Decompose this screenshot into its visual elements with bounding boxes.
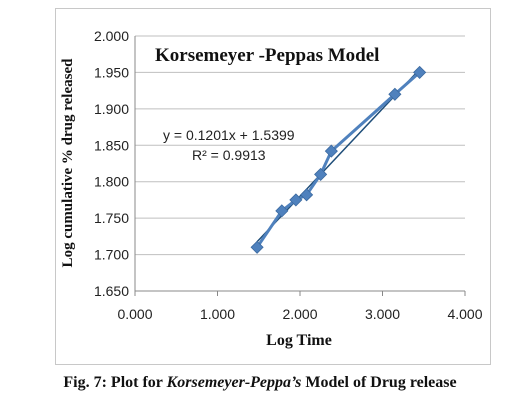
y-tick-label: 1.800 xyxy=(94,174,129,190)
data-point xyxy=(314,167,328,181)
y-tick-label: 1.750 xyxy=(94,210,129,226)
chart-title: Korsemeyer -Peppas Model xyxy=(155,45,379,66)
caption-prefix: Fig. 7: Plot for xyxy=(63,374,167,391)
marker-layer xyxy=(250,65,427,254)
data-point xyxy=(300,188,314,202)
figure-caption: Fig. 7: Plot for Korsemeyer-Peppa’s Mode… xyxy=(0,374,520,392)
y-axis-label: Log cumulative % drug released xyxy=(60,58,76,268)
data-point xyxy=(324,144,338,158)
y-tick-label: 2.000 xyxy=(94,28,129,44)
y-tick-label: 1.650 xyxy=(94,283,129,299)
y-tick-labels: 1.650 1.700 1.750 1.800 1.850 1.900 1.950 2.000 xyxy=(94,28,129,299)
x-tick-label: 2.000 xyxy=(282,306,317,322)
data-point xyxy=(275,204,289,218)
x-tick-label: 1.000 xyxy=(200,306,235,322)
x-axis-label: Log Time xyxy=(266,332,332,349)
x-tick-label: 4.000 xyxy=(447,306,482,322)
data-point xyxy=(289,193,303,207)
y-tick-label: 1.950 xyxy=(94,64,129,80)
gridlines xyxy=(135,35,465,256)
x-tick-label: 3.000 xyxy=(365,306,400,322)
data-point xyxy=(413,65,427,79)
y-tick-label: 1.700 xyxy=(94,247,129,263)
y-tick-label: 1.900 xyxy=(94,101,129,117)
caption-suffix: Model of Drug release xyxy=(301,374,457,391)
y-tick-label: 1.850 xyxy=(94,137,129,153)
trendline-equation: y = 0.1201x + 1.5399 xyxy=(163,127,295,143)
data-point xyxy=(388,87,402,101)
axes xyxy=(134,36,466,296)
caption-italic: Korsemeyer-Peppa’s xyxy=(166,374,302,391)
x-tick-labels: 0.000 1.000 2.000 3.000 4.000 xyxy=(117,306,482,322)
x-tick-label: 0.000 xyxy=(117,306,152,322)
data-point xyxy=(250,240,264,254)
trendline-r-squared: R² = 0.9913 xyxy=(192,147,266,163)
